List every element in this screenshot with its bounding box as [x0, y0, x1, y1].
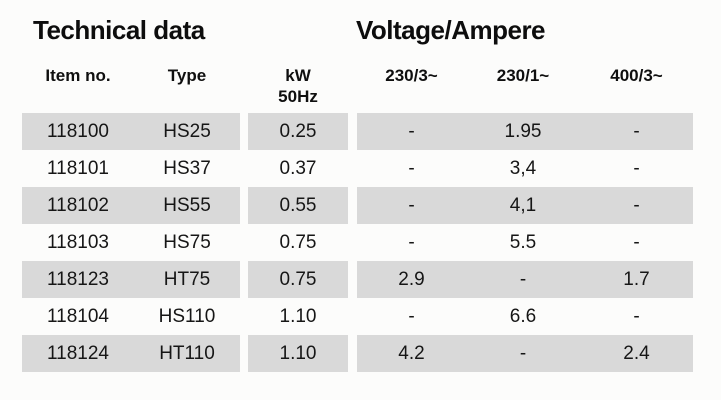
column-gap: [240, 261, 248, 298]
cell-230-3: -: [357, 187, 466, 224]
cell-kw: 0.75: [279, 231, 317, 253]
cell-400-3: -: [633, 305, 640, 327]
header-400-3-label: 400/3~: [610, 66, 663, 85]
table-row: 118101 HS37 0.37 - 3,4 -: [22, 150, 693, 187]
cell-type: HS37: [163, 157, 211, 179]
column-gap: [348, 335, 357, 372]
cell-kw: 0.55: [248, 187, 348, 224]
cell-item-no: 118101: [47, 157, 109, 179]
page-title-voltage-ampere: Voltage/Ampere: [356, 15, 546, 45]
column-gap: [348, 261, 357, 298]
cell-230-1: 4,1: [466, 187, 580, 224]
cell-400-3: -: [633, 231, 640, 253]
cell-230-3: -: [408, 157, 415, 179]
column-gap: [348, 224, 357, 261]
header-230-1-label: 230/1~: [496, 66, 550, 85]
header-kw-50hz: kW 50Hz: [248, 63, 348, 113]
cell-type: HS25: [134, 113, 240, 150]
cell-400-3: -: [580, 187, 693, 224]
cell-kw: 0.37: [279, 157, 317, 179]
cell-type: HS110: [158, 305, 216, 327]
cell-230-1: 3,4: [509, 157, 537, 179]
cell-400-3: 1.7: [580, 261, 693, 298]
header-kw-line2: 50Hz: [278, 87, 318, 106]
technical-data-table: Item no. Type kW 50Hz 230/3~ 230/1~ 400/…: [22, 63, 693, 372]
cell-230-3: -: [408, 231, 415, 253]
cell-item-no: 118102: [22, 187, 134, 224]
cell-item-no: 118123: [22, 261, 134, 298]
header-230-1: 230/1~: [466, 63, 580, 113]
column-gap: [240, 113, 248, 150]
cell-kw: 0.75: [248, 261, 348, 298]
cell-400-3: -: [580, 113, 693, 150]
cell-230-1: 6.6: [509, 305, 537, 327]
table-row: 118124 HT110 1.10 4.2 - 2.4: [22, 335, 693, 372]
column-gap: [348, 298, 357, 335]
header-400-3: 400/3~: [580, 63, 693, 113]
header-kw-line1: kW: [285, 66, 311, 85]
table-row: 118100 HS25 0.25 - 1.95 -: [22, 113, 693, 150]
header-230-3: 230/3~: [357, 63, 466, 113]
cell-230-3: 2.9: [357, 261, 466, 298]
cell-230-1: -: [466, 335, 580, 372]
table-row: 118102 HS55 0.55 - 4,1 -: [22, 187, 693, 224]
table-row: 118103 HS75 0.75 - 5.5 -: [22, 224, 693, 261]
cell-item-no: 118104: [47, 305, 109, 327]
cell-type: HS55: [134, 187, 240, 224]
cell-230-1: -: [466, 261, 580, 298]
cell-230-1: 5.5: [509, 231, 537, 253]
cell-type: HS75: [163, 231, 211, 253]
cell-230-3: -: [357, 113, 466, 150]
page-title-technical-data: Technical data: [33, 15, 205, 45]
column-gap: [348, 113, 357, 150]
cell-kw: 1.10: [248, 335, 348, 372]
column-gap: [240, 224, 248, 261]
cell-400-3: -: [633, 157, 640, 179]
cell-type: HT110: [134, 335, 240, 372]
table-row: 118123 HT75 0.75 2.9 - 1.7: [22, 261, 693, 298]
cell-type: HT75: [134, 261, 240, 298]
column-gap: [240, 63, 248, 113]
table-row: 118104 HS110 1.10 - 6.6 -: [22, 298, 693, 335]
cell-230-3: 4.2: [357, 335, 466, 372]
header-item-no: Item no.: [22, 63, 134, 113]
cell-kw: 1.10: [279, 305, 317, 327]
table-header-row: Item no. Type kW 50Hz 230/3~ 230/1~ 400/…: [22, 63, 693, 113]
header-230-3-label: 230/3~: [385, 66, 438, 85]
cell-230-3: -: [408, 305, 415, 327]
cell-230-1: 1.95: [466, 113, 580, 150]
column-gap: [240, 150, 248, 187]
column-gap: [348, 63, 357, 113]
column-gap: [348, 187, 357, 224]
header-type: Type: [134, 63, 240, 113]
cell-item-no: 118103: [47, 231, 109, 253]
header-type-label: Type: [167, 66, 207, 85]
cell-400-3: 2.4: [580, 335, 693, 372]
cell-kw: 0.25: [248, 113, 348, 150]
cell-item-no: 118100: [22, 113, 134, 150]
column-gap: [348, 150, 357, 187]
header-item-no-label: Item no.: [45, 66, 111, 85]
column-gap: [240, 298, 248, 335]
column-gap: [240, 187, 248, 224]
column-gap: [240, 335, 248, 372]
cell-item-no: 118124: [22, 335, 134, 372]
